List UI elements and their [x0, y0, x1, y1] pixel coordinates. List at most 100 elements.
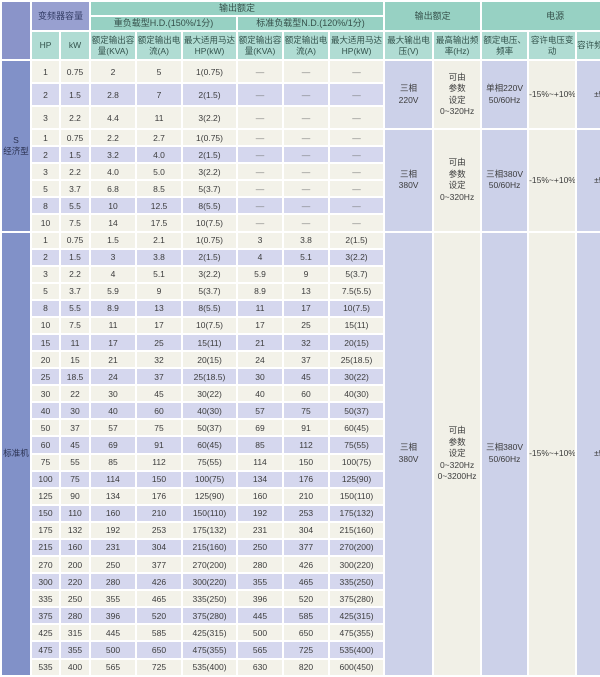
cell-hp: 75 [32, 454, 59, 470]
header-hd-rated-capacity: 额定输出容量(KVA) [91, 32, 136, 59]
cell-nd-current: 176 [284, 471, 329, 487]
cell-hp: 3 [32, 266, 59, 282]
table-row: 10 7.5 11 17 10(7.5) 17 25 15(11) [2, 317, 600, 334]
cell-hp: 60 [32, 437, 59, 453]
cell-hp: 10 [32, 215, 59, 231]
cell-hd-current: 12.5 [137, 198, 182, 214]
merged-frequency-fluctuation: ±5% [577, 130, 600, 231]
table-row: 475 355 500 650 475(355) 565 725 535(400) [2, 642, 600, 658]
cell-hd-current: 465 [137, 591, 182, 607]
cell-hd-motor: 535(400) [183, 659, 237, 675]
cell-kw: 45 [61, 437, 90, 453]
cell-nd-capacity: 114 [238, 454, 283, 470]
cell-nd-capacity: 396 [238, 591, 283, 607]
cell-hp: 215 [32, 539, 59, 556]
cell-hd-current: 37 [137, 369, 182, 385]
cell-kw: 7.5 [61, 317, 90, 334]
cell-hd-current: 253 [137, 522, 182, 538]
table-row: 75 55 85 112 75(55) 114 150 100(75) [2, 454, 600, 470]
cell-nd-motor: 425(315) [330, 608, 384, 624]
merged-rated-voltage-frequency: 单相220V 50/60Hz [482, 61, 528, 129]
cell-kw: 22 [61, 386, 90, 402]
cell-hd-capacity: 10 [91, 198, 136, 214]
cell-kw: 30 [61, 403, 90, 419]
cell-hd-current: 17 [137, 317, 182, 334]
cell-nd-capacity: 40 [238, 386, 283, 402]
cell-nd-motor: 25(18.5) [330, 352, 384, 368]
cell-nd-current: — [284, 181, 329, 197]
table-row: 5 3.7 6.8 8.5 5(3.7) — — — [2, 181, 600, 197]
cell-kw: 280 [61, 608, 90, 624]
merged-max-frequency: 可由 参数 设定 0~320Hz 0~3200Hz [434, 232, 481, 675]
cell-hd-motor: 3(2.2) [183, 266, 237, 282]
cell-nd-capacity: — [238, 164, 283, 180]
cell-hd-capacity: 17 [91, 335, 136, 351]
cell-hd-motor: 5(3.7) [183, 181, 237, 197]
table-row: S 经济型 1 0.75 2 5 1(0.75) — — — 三相 220V 可由 参数 设定 0~320Hz… [2, 61, 600, 231]
cell-hd-current: 91 [137, 437, 182, 453]
cell-nd-capacity: — [238, 130, 283, 146]
header-nd-rated-capacity: 额定输出容量(KVA) [238, 32, 283, 59]
cell-nd-motor: 270(200) [330, 539, 384, 556]
cell-hd-capacity: 69 [91, 437, 136, 453]
cell-hd-capacity: 114 [91, 471, 136, 487]
cell-nd-current: — [284, 84, 329, 106]
cell-hd-motor: 75(55) [183, 454, 237, 470]
cell-nd-motor: — [330, 84, 384, 106]
cell-nd-current: — [284, 215, 329, 231]
cell-hp: 2 [32, 84, 59, 106]
cell-hd-current: 112 [137, 454, 182, 470]
cell-nd-current: 725 [284, 642, 329, 658]
cell-hd-current: 13 [137, 300, 182, 316]
table-row: 270 200 250 377 270(200) 280 426 300(220) [2, 557, 600, 573]
cell-hd-capacity: 4.4 [91, 107, 136, 129]
cell-nd-capacity: 85 [238, 437, 283, 453]
cell-hd-motor: 175(132) [183, 522, 237, 538]
cell-hd-motor: 60(45) [183, 437, 237, 453]
cell-nd-motor: 300(220) [330, 557, 384, 573]
cell-nd-current: 210 [284, 488, 329, 504]
cell-nd-current: 17 [284, 300, 329, 316]
cell-hd-motor: 1(0.75) [183, 61, 237, 83]
cell-nd-motor: — [330, 61, 384, 83]
cell-hd-current: 7 [137, 84, 182, 106]
table-row: 3 2.2 4.4 11 3(2.2) — — — [2, 107, 600, 129]
table-row: 335 250 355 465 335(250) 396 520 375(280) [2, 591, 600, 607]
cell-nd-capacity: 280 [238, 557, 283, 573]
cell-nd-current: 3.8 [284, 232, 329, 248]
cell-nd-current: — [284, 198, 329, 214]
table-row: 215 160 231 304 215(160) 250 377 270(200) [2, 539, 600, 556]
cell-nd-current: — [284, 61, 329, 83]
cell-nd-current: 25 [284, 317, 329, 334]
cell-nd-current: 304 [284, 522, 329, 538]
cell-hp: 50 [32, 420, 59, 436]
cell-nd-motor: — [330, 215, 384, 231]
cell-nd-capacity: 500 [238, 625, 283, 641]
cell-hd-current: 5.0 [137, 164, 182, 180]
cell-hd-motor: 425(315) [183, 625, 237, 641]
cell-nd-current: — [284, 164, 329, 180]
cell-hd-current: 9 [137, 283, 182, 299]
cell-hd-motor: 475(355) [183, 642, 237, 658]
cell-hd-capacity: 40 [91, 403, 136, 419]
cell-nd-motor: 15(11) [330, 317, 384, 334]
table-row: 1 0.75 2.2 2.7 1(0.75) — — — 三相 380V 可由 参数 设定 0~320Hz… [2, 130, 600, 231]
cell-nd-current: 13 [284, 283, 329, 299]
cell-hd-motor: 1(0.75) [183, 130, 237, 146]
table-row: 375 280 396 520 375(280) 445 585 425(315) [2, 608, 600, 624]
table-row: 60 45 69 91 60(45) 85 112 75(55) [2, 437, 600, 453]
merged-frequency-fluctuation: ±5% [577, 232, 600, 675]
cell-hd-current: 8.5 [137, 181, 182, 197]
cell-hd-current: 3.8 [137, 249, 182, 265]
cell-hd-motor: 375(280) [183, 608, 237, 624]
cell-hp: 3 [32, 164, 59, 180]
cell-hd-current: 25 [137, 335, 182, 351]
cell-hd-current: 60 [137, 403, 182, 419]
cell-hd-capacity: 57 [91, 420, 136, 436]
cell-hd-motor: 100(75) [183, 471, 237, 487]
cell-kw: 3.7 [61, 283, 90, 299]
cell-hd-motor: 10(7.5) [183, 317, 237, 334]
cell-hp: 2 [32, 147, 59, 163]
cell-hp: 5 [32, 181, 59, 197]
